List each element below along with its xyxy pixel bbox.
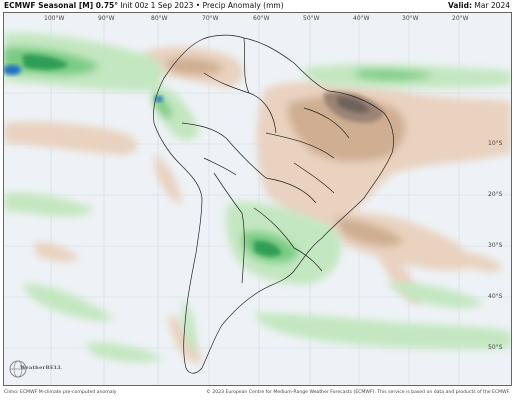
climo-note: Climo: ECMWF M-climate pre-computed anom… xyxy=(4,390,117,395)
valid-label: Valid: xyxy=(448,1,472,10)
dry-anomaly-areas xyxy=(4,46,511,364)
copyright-note: © 2023 European Centre for Medium-Range … xyxy=(206,390,510,395)
wet-extreme-core xyxy=(4,65,21,75)
title-bar: ECMWF Seasonal [M] 0.75° Init 00z 1 Sep … xyxy=(0,0,516,12)
lon-label: 70°W xyxy=(202,15,219,22)
model-name: ECMWF Seasonal [M] 0.75° xyxy=(4,1,119,10)
lon-label: 20°W xyxy=(452,15,469,22)
precip-anomaly-map xyxy=(4,13,511,385)
lon-label: 50°W xyxy=(303,15,320,22)
lat-label: 40°S xyxy=(488,293,503,300)
map-title: ECMWF Seasonal [M] 0.75° Init 00z 1 Sep … xyxy=(4,0,284,12)
country-borders xyxy=(153,34,394,374)
wet-anomaly-areas xyxy=(4,32,511,363)
lon-label: 60°W xyxy=(253,15,270,22)
valid-date: Valid: Mar 2024 xyxy=(448,0,510,12)
lat-label: 50°S xyxy=(488,344,503,351)
footer: Climo: ECMWF M-climate pre-computed anom… xyxy=(0,386,516,400)
lon-label: 90°W xyxy=(98,15,115,22)
logo-text: WeatherBELL xyxy=(20,365,62,371)
map-panel: 100°W 90°W 80°W 70°W 60°W 50°W 40°W 30°W… xyxy=(3,12,512,386)
lat-label: 20°S xyxy=(488,191,503,198)
valid-value: Mar 2024 xyxy=(474,1,510,10)
lon-label: 30°W xyxy=(402,15,419,22)
lon-label: 100°W xyxy=(44,15,65,22)
globe-icon xyxy=(9,360,27,378)
weatherbell-logo: WeatherBELL xyxy=(8,359,61,379)
lat-label: 10°S xyxy=(488,140,503,147)
lon-label: 40°W xyxy=(353,15,370,22)
lon-label: 80°W xyxy=(151,15,168,22)
lat-label: 30°S xyxy=(488,242,503,249)
run-info: Init 00z 1 Sep 2023 • Precip Anomaly (mm… xyxy=(120,1,284,10)
